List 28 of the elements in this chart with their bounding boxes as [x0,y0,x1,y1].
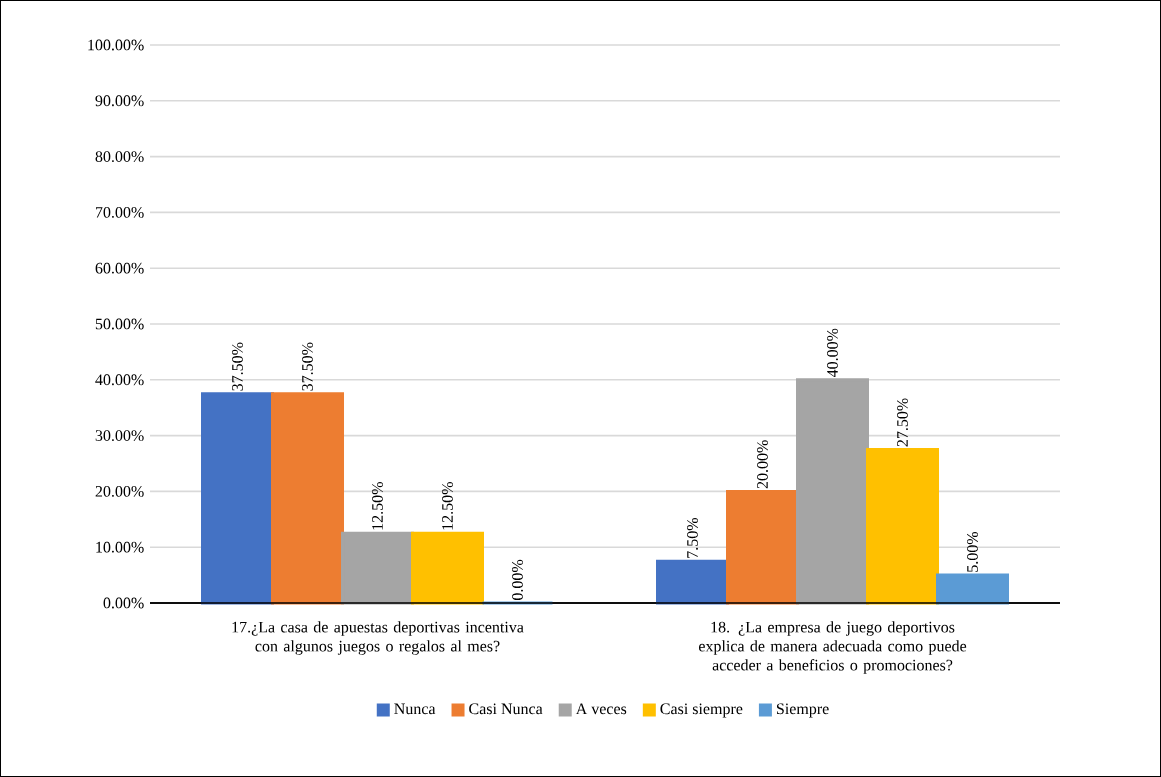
y-tick-label: 50.00% [95,318,144,330]
data-label: 12.50% [442,482,453,530]
data-label: 7.50% [687,517,698,558]
y-tick-label: 20.00% [95,485,144,497]
y-tick-label: 30.00% [95,430,144,442]
y-tick-label: 70.00% [96,206,144,218]
data-label: 40.00% [827,328,838,378]
legend-label: A veces [575,703,627,715]
data-label: 37.50% [302,342,313,391]
y-tick-label: 60.00% [95,262,144,274]
data-label: 5.00% [967,531,978,572]
y-tick-label: 90.00% [95,95,144,107]
data-label: 27.50% [897,398,908,447]
y-tick-label: 40.00% [95,374,144,386]
y-tick-label: 100.00% [88,39,144,51]
y-tick-label: 80.00% [95,151,144,163]
legend-label: Nunca [394,703,436,715]
legend-label: Siempre [776,703,829,718]
x-tick-label: 17.¿La casa de apuestas deportivas incentiva con algunos juegos o regalos al mes? [232,621,524,655]
legend-label: Casi Nunca [469,703,543,715]
y-tick-label: 0.00% [103,597,144,609]
data-label: 0.00% [512,559,523,600]
x-tick-label: 18. ¿La empresa de juego deportivos explica de manera adecuada como puede acceder a beneficios o promociones? [698,621,967,674]
legend-label: Casi siempre [660,703,743,718]
data-label: 20.00% [757,440,768,489]
y-tick-label: 10.00% [96,541,144,553]
data-label: 37.50% [232,342,243,391]
data-label: 12.50% [372,482,383,530]
